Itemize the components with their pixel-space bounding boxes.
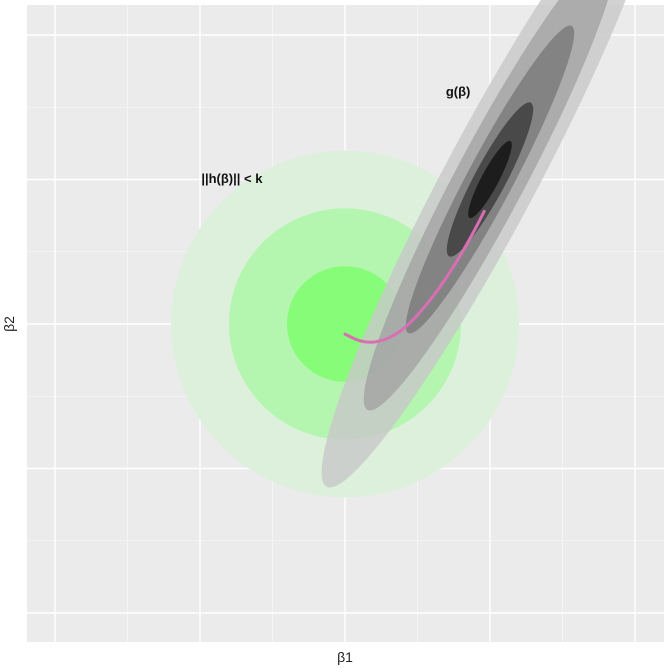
annotation-1: ||h(β)|| < k: [201, 171, 263, 186]
solution-path: [343, 209, 486, 344]
x-axis-title: β1: [337, 649, 353, 665]
y-axis-title: β2: [1, 316, 17, 332]
objective-contours: [321, 0, 659, 488]
objective-level-5: [468, 140, 512, 219]
annotations: ||h(β)|| < k g(β): [201, 84, 470, 186]
annotation-2: g(β): [446, 84, 471, 99]
